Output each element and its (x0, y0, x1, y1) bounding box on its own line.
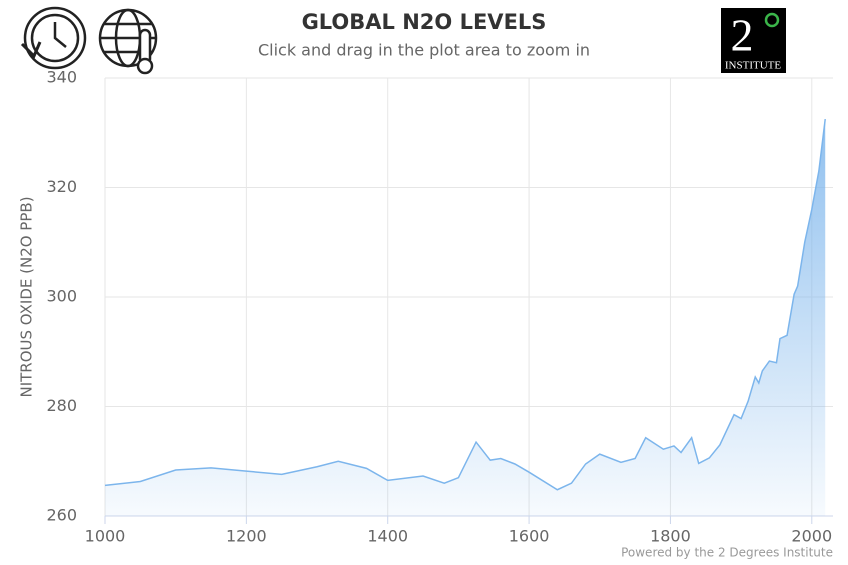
y-tick-label: 340 (46, 68, 77, 87)
credit[interactable]: Powered by the 2 Degrees Institute (621, 546, 833, 560)
area (105, 119, 826, 516)
y-tick-label: 320 (46, 177, 77, 196)
plot-area[interactable]: 260 280 300 320 340 1000 1200 1400 1600 1800 2000 (46, 68, 833, 546)
x-tick-label: 1800 (650, 527, 691, 546)
history-icon[interactable] (20, 6, 87, 70)
x-tick-label: 1400 (367, 527, 408, 546)
x-tick-label: 2000 (791, 527, 832, 546)
logo-degree (764, 12, 780, 28)
x-tick-label: 1200 (226, 527, 267, 546)
y-tick-label: 300 (46, 287, 77, 306)
y-tick-label: 280 (46, 396, 77, 415)
climate-icon[interactable] (98, 8, 158, 75)
chart-title: GLOBAL N2O LEVELS (302, 10, 547, 34)
y-axis-label: NITROUS OXIDE (N2O PPB) (18, 196, 36, 397)
x-tick-label: 1600 (509, 527, 550, 546)
y-tick-label: 260 (46, 506, 77, 525)
logo-numeral: 2 (731, 10, 754, 61)
chart-subtitle: Click and drag in the plot area to zoom … (258, 41, 590, 60)
logo[interactable]: 2 INSTITUTE (721, 8, 786, 73)
x-tick-label: 1000 (85, 527, 126, 546)
logo-box (721, 8, 786, 73)
line (104, 118, 826, 491)
logo-text: INSTITUTE (725, 60, 781, 72)
